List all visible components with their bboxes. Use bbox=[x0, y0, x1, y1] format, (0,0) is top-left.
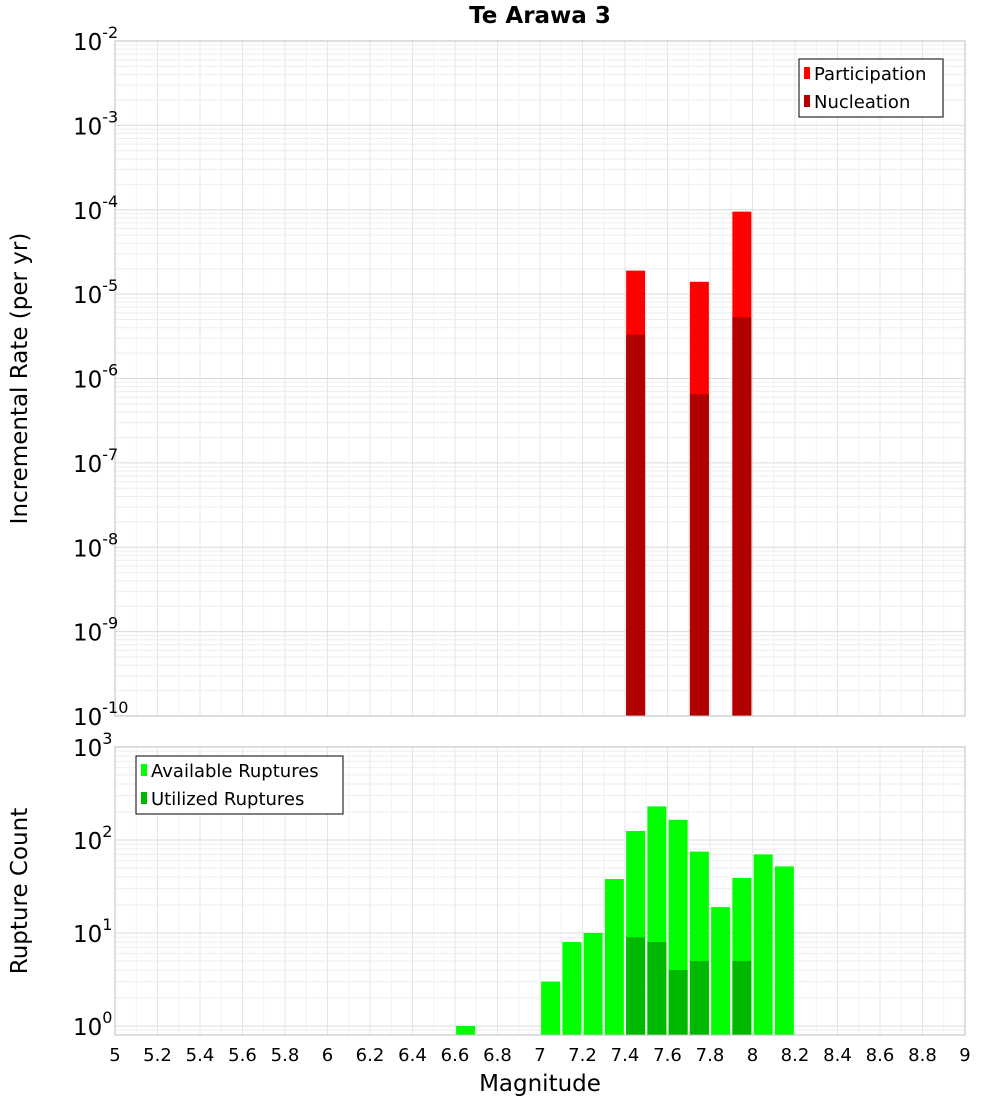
x-tick-label: 5.6 bbox=[228, 1045, 257, 1066]
bar-available-ruptures bbox=[456, 1025, 476, 1035]
chart-title: Te Arawa 3 bbox=[469, 3, 611, 29]
bar-nucleation bbox=[689, 394, 709, 716]
x-axis-label: Magnitude bbox=[479, 1071, 601, 1097]
bar-utilized-ruptures bbox=[689, 960, 709, 1035]
y-axis-label: Incremental Rate (per yr) bbox=[7, 233, 33, 525]
legend-label: Utilized Ruptures bbox=[151, 789, 304, 810]
plot-frame bbox=[114, 746, 966, 1036]
x-tick-label: 6.4 bbox=[398, 1045, 427, 1066]
x-tick-label: 5.8 bbox=[271, 1045, 300, 1066]
x-tick-label: 7.2 bbox=[568, 1045, 597, 1066]
y-tick-label: 10-8 bbox=[73, 529, 118, 562]
chart-panel-1: 10-10 10-9 10-8 10-7 10-6 10-5 10-4 10-3 10-2 Te … bbox=[7, 3, 966, 731]
x-tick-label: 6.8 bbox=[483, 1045, 512, 1066]
legend-swatch bbox=[141, 764, 147, 776]
x-tick-label: 8.2 bbox=[781, 1045, 810, 1066]
bar-utilized-ruptures bbox=[732, 960, 752, 1035]
bar-nucleation bbox=[626, 334, 646, 716]
y-axis-label: Rupture Count bbox=[7, 808, 33, 974]
legend-label: Nucleation bbox=[814, 92, 910, 113]
plot-frame bbox=[114, 40, 966, 717]
y-tick-label: 103 bbox=[73, 729, 112, 762]
y-tick-label: 10-9 bbox=[73, 614, 118, 647]
x-tick-label: 8.4 bbox=[823, 1045, 852, 1066]
y-tick-label: 10-5 bbox=[73, 276, 118, 309]
legend: Participation Nucleation bbox=[798, 58, 944, 118]
bar-available-ruptures bbox=[583, 932, 603, 1035]
x-tick-label: 8.6 bbox=[866, 1045, 895, 1066]
x-tick-label: 8.8 bbox=[908, 1045, 937, 1066]
x-tick-label: 8 bbox=[747, 1045, 758, 1066]
y-tick-label: 10-6 bbox=[73, 361, 118, 394]
bar-utilized-ruptures bbox=[626, 937, 646, 1035]
x-tick-label: 7.6 bbox=[653, 1045, 682, 1066]
legend-box bbox=[135, 755, 344, 815]
bar-available-ruptures bbox=[711, 907, 731, 1035]
bar-available-ruptures bbox=[604, 879, 624, 1035]
x-tick-label: 7.8 bbox=[696, 1045, 725, 1066]
x-tick-label: 6.6 bbox=[441, 1045, 470, 1066]
legend-swatch bbox=[804, 67, 810, 79]
bar-utilized-ruptures bbox=[668, 969, 688, 1035]
x-tick-label: 5.2 bbox=[143, 1045, 172, 1066]
x-tick-label: 5.4 bbox=[186, 1045, 215, 1066]
x-tick-label: 6.2 bbox=[356, 1045, 385, 1066]
x-tick-label: 9 bbox=[959, 1045, 970, 1066]
legend: Available Ruptures Utilized Ruptures bbox=[135, 755, 344, 815]
bar-available-ruptures bbox=[562, 942, 582, 1035]
bar-available-ruptures bbox=[774, 866, 794, 1035]
y-tick-label: 100 bbox=[73, 1008, 112, 1041]
legend-label: Available Ruptures bbox=[151, 761, 319, 782]
y-tick-label: 10-10 bbox=[73, 698, 128, 731]
y-tick-label: 10-7 bbox=[73, 445, 118, 478]
x-tick-label: 7 bbox=[534, 1045, 545, 1066]
legend-box bbox=[798, 58, 944, 118]
legend-swatch bbox=[141, 792, 147, 804]
y-tick-label: 102 bbox=[73, 822, 112, 855]
y-tick-label: 10-2 bbox=[73, 23, 118, 56]
bar-available-ruptures bbox=[753, 854, 773, 1035]
x-tick-label: 6 bbox=[322, 1045, 333, 1066]
bar-nucleation bbox=[732, 317, 752, 716]
legend-swatch bbox=[804, 95, 810, 107]
y-tick-label: 10-3 bbox=[73, 107, 118, 140]
x-tick-label: 7.4 bbox=[611, 1045, 640, 1066]
y-tick-label: 10-4 bbox=[73, 192, 118, 225]
bar-utilized-ruptures bbox=[647, 942, 667, 1035]
legend-label: Participation bbox=[814, 64, 926, 85]
x-tick-label: 5 bbox=[109, 1045, 120, 1066]
chart-panel-2: 100 101 102 103 Rupture Count 5 5.2 5.4 5.6 5.8 6 6… bbox=[7, 729, 971, 1097]
y-tick-label: 101 bbox=[73, 915, 112, 948]
bar-available-ruptures bbox=[541, 981, 561, 1035]
